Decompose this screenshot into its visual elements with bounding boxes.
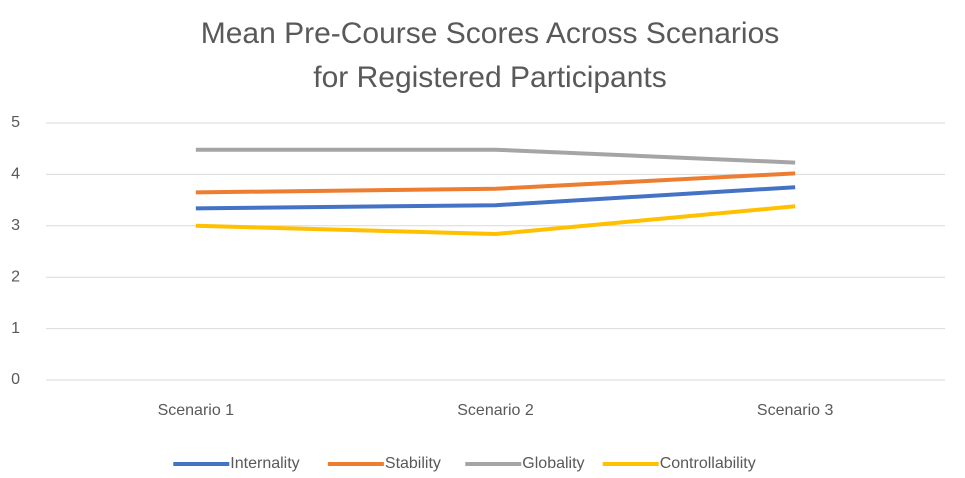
series-line <box>195 185 796 211</box>
y-tick-label: 1 <box>11 320 20 337</box>
legend-label: Globality <box>522 455 584 472</box>
x-tick-label: Scenario 1 <box>158 402 235 419</box>
legend-label: Controllability <box>660 455 756 472</box>
chart-title: Mean Pre-Course Scores Across Scenarios … <box>200 17 780 94</box>
y-tick-label: 5 <box>11 114 20 131</box>
legend-label: Internality <box>230 455 299 472</box>
series-line <box>195 171 796 195</box>
series-line <box>195 204 796 237</box>
x-tick-label: Scenario 2 <box>457 402 534 419</box>
y-tick-label: 3 <box>11 217 20 234</box>
x-tick-label: Scenario 3 <box>757 402 834 419</box>
legend-label: Stability <box>385 455 441 472</box>
y-tick-label: 4 <box>11 166 20 183</box>
y-tick-label: 2 <box>11 268 20 285</box>
series-line <box>195 147 796 165</box>
y-tick-label: 0 <box>11 371 20 388</box>
